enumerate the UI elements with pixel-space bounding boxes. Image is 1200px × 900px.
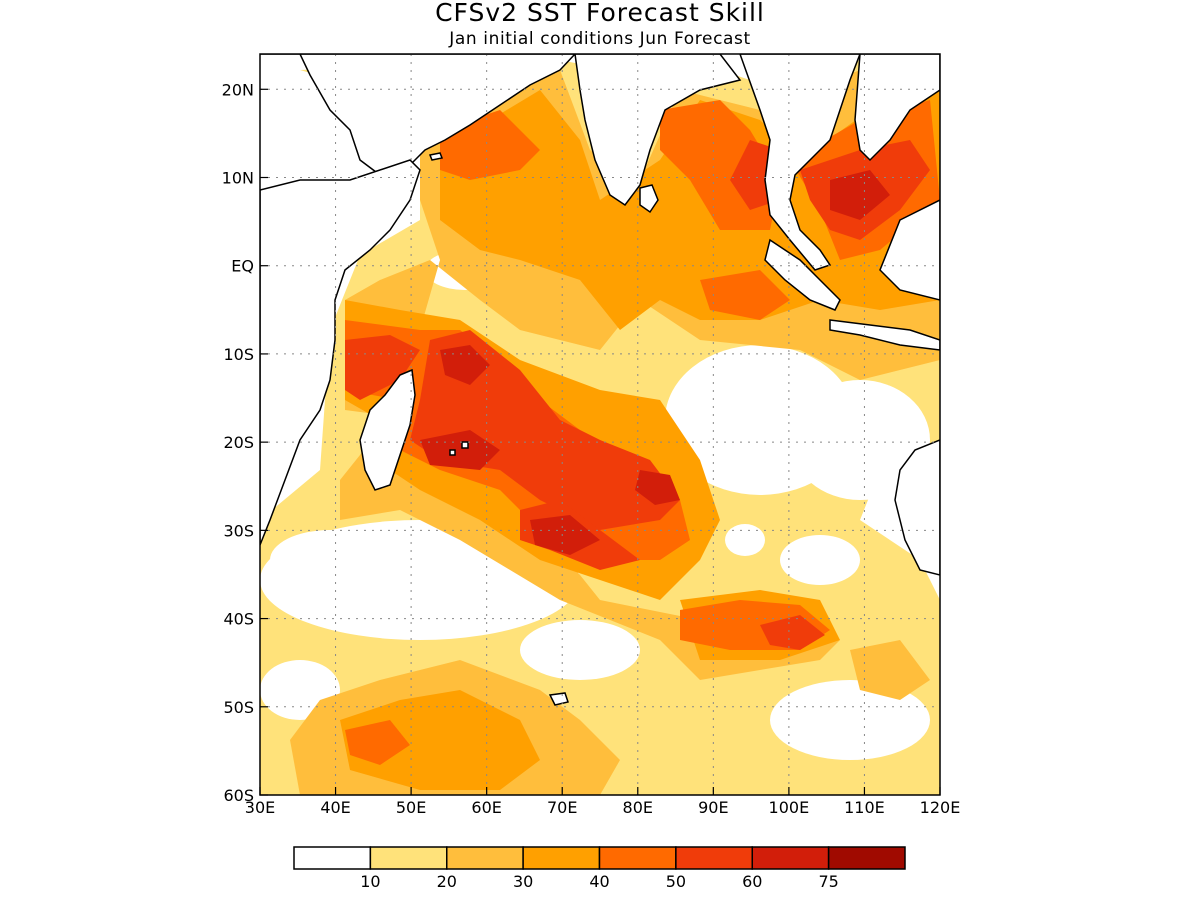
colorbar-bin xyxy=(751,846,830,870)
socotra-island xyxy=(428,152,444,161)
y-tick-label: 20N xyxy=(222,80,254,99)
colorbar-label: 50 xyxy=(666,872,686,891)
sumatra-land xyxy=(764,238,841,311)
x-tick-label: 80E xyxy=(623,798,653,817)
x-tick-label: 100E xyxy=(769,798,810,817)
map-frame xyxy=(259,53,941,796)
x-tick-label: 30E xyxy=(245,798,275,817)
colorbar-label: 30 xyxy=(513,872,533,891)
colorbar-label: 60 xyxy=(742,872,762,891)
y-tick-label: 20S xyxy=(223,433,254,452)
y-tick-label: 40S xyxy=(223,610,254,629)
colorbar-bin xyxy=(522,846,601,870)
x-tick-label: 90E xyxy=(698,798,728,817)
land-masses xyxy=(260,54,940,706)
colorbar-label: 40 xyxy=(589,872,609,891)
colorbar-bin xyxy=(598,846,677,870)
colorbar-bin xyxy=(827,846,906,870)
x-tick-label: 50E xyxy=(396,798,426,817)
southeast-asia-land xyxy=(739,54,861,271)
y-tick-label: 30S xyxy=(223,521,254,540)
madagascar-land xyxy=(359,368,416,491)
colorbar-bin xyxy=(675,846,753,870)
colorbar: 10 20 30 40 50 60 75 xyxy=(293,846,906,891)
x-tick-label: 110E xyxy=(844,798,885,817)
colorbar-label: 20 xyxy=(437,872,457,891)
africa-arabia-land xyxy=(260,54,577,176)
mauritius-island xyxy=(449,449,456,456)
x-tick-label: 40E xyxy=(320,798,350,817)
y-tick-label: 10N xyxy=(222,169,254,188)
x-tick-label: 60E xyxy=(471,798,501,817)
x-tick-label: 70E xyxy=(547,798,577,817)
map-grid xyxy=(260,54,940,795)
y-tick-label: 60S xyxy=(223,786,254,805)
africa-land xyxy=(260,159,421,546)
reunion-island xyxy=(461,441,469,449)
india-land xyxy=(574,54,742,207)
colorbar-label: 75 xyxy=(818,872,838,891)
borneo-land xyxy=(879,199,940,301)
java-land xyxy=(829,319,940,351)
kerguelen-island xyxy=(548,692,569,706)
chart-subtitle: Jan initial conditions Jun Forecast xyxy=(449,29,751,49)
y-tick-label: 10S xyxy=(223,345,254,364)
colorbar-bin xyxy=(446,846,524,870)
colorbar-bin xyxy=(369,846,448,870)
indochina-land xyxy=(854,54,940,162)
colorbar-label: 10 xyxy=(360,872,380,891)
y-tick-label: 50S xyxy=(223,698,254,717)
chart-title: CFSv2 SST Forecast Skill xyxy=(435,0,765,27)
australia-land xyxy=(894,439,940,576)
x-tick-label: 120E xyxy=(920,798,961,817)
axis-ticks: 30E 40E 50E 60E 70E 80E 90E 100E 110E 120E 20N 10N E… xyxy=(222,80,961,817)
colorbar-bin xyxy=(293,846,372,870)
y-tick-label: EQ xyxy=(231,257,254,276)
sri-lanka-land xyxy=(639,184,659,214)
